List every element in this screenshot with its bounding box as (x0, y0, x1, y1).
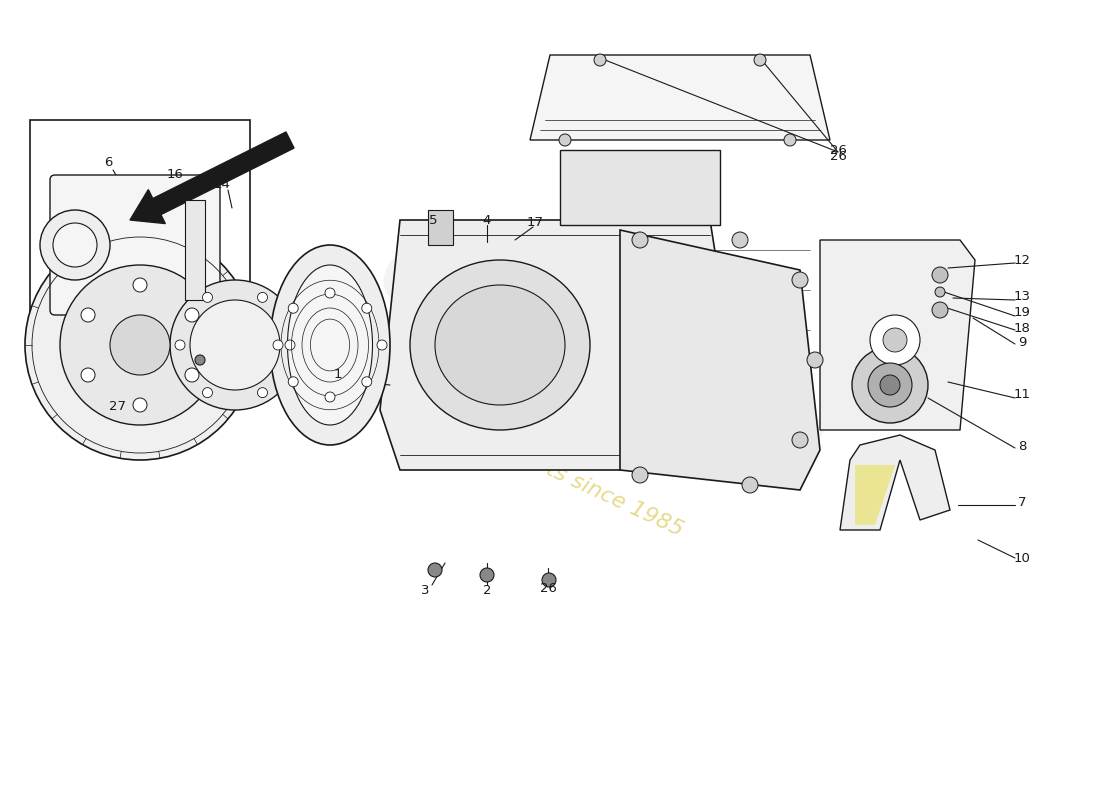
Text: 26: 26 (829, 143, 846, 157)
Circle shape (257, 388, 267, 398)
Circle shape (754, 54, 766, 66)
Circle shape (273, 340, 283, 350)
Text: 13: 13 (1013, 290, 1031, 303)
Text: 4: 4 (483, 214, 492, 226)
Circle shape (185, 308, 199, 322)
Polygon shape (855, 465, 895, 525)
Circle shape (742, 477, 758, 493)
Circle shape (883, 328, 908, 352)
Circle shape (870, 315, 920, 365)
Circle shape (81, 308, 95, 322)
Polygon shape (840, 435, 950, 530)
Polygon shape (530, 55, 830, 140)
Circle shape (53, 223, 97, 267)
Circle shape (732, 232, 748, 248)
Circle shape (195, 355, 205, 365)
Circle shape (935, 287, 945, 297)
Circle shape (285, 340, 295, 350)
Circle shape (175, 340, 185, 350)
Circle shape (110, 315, 170, 375)
Text: a passion for parts since 1985: a passion for parts since 1985 (373, 380, 686, 540)
Circle shape (81, 368, 95, 382)
Circle shape (852, 347, 928, 423)
Circle shape (784, 134, 796, 146)
Text: 11: 11 (1013, 389, 1031, 402)
Text: 19: 19 (1013, 306, 1031, 319)
Text: 14: 14 (213, 178, 230, 191)
Circle shape (632, 467, 648, 483)
Text: 3: 3 (420, 583, 429, 597)
Text: 1: 1 (333, 369, 342, 382)
Circle shape (542, 573, 556, 587)
Text: 26: 26 (829, 150, 846, 163)
Text: 18: 18 (1013, 322, 1031, 334)
Bar (560, 150, 720, 225)
Text: 16: 16 (166, 169, 184, 182)
Circle shape (377, 340, 387, 350)
Circle shape (632, 232, 648, 248)
Text: 27: 27 (110, 401, 126, 414)
Circle shape (288, 377, 298, 386)
Circle shape (480, 568, 494, 582)
Circle shape (932, 302, 948, 318)
Circle shape (60, 265, 220, 425)
Bar (185, 200, 205, 300)
Circle shape (559, 134, 571, 146)
Circle shape (594, 54, 606, 66)
Circle shape (257, 292, 267, 302)
Text: 12: 12 (1013, 254, 1031, 266)
Circle shape (428, 563, 442, 577)
Ellipse shape (287, 265, 373, 425)
Circle shape (202, 388, 212, 398)
Text: 8: 8 (1018, 439, 1026, 453)
Polygon shape (620, 230, 820, 490)
Text: 10: 10 (1013, 551, 1031, 565)
Text: 5: 5 (429, 214, 438, 226)
Bar (428, 210, 453, 245)
Circle shape (185, 368, 199, 382)
Text: 9: 9 (1018, 335, 1026, 349)
Text: 26: 26 (540, 582, 557, 594)
Ellipse shape (410, 260, 590, 430)
Circle shape (807, 352, 823, 368)
Circle shape (362, 303, 372, 314)
FancyBboxPatch shape (50, 175, 220, 315)
Circle shape (792, 272, 808, 288)
Circle shape (868, 363, 912, 407)
Circle shape (190, 300, 280, 390)
Circle shape (880, 375, 900, 395)
Circle shape (362, 377, 372, 386)
Text: 6: 6 (103, 155, 112, 169)
Ellipse shape (270, 245, 390, 445)
Text: 17: 17 (527, 215, 543, 229)
Circle shape (133, 278, 147, 292)
Circle shape (170, 280, 300, 410)
Bar (30, 120, 250, 340)
Circle shape (932, 267, 948, 283)
Ellipse shape (434, 285, 565, 405)
Text: 7: 7 (1018, 495, 1026, 509)
Polygon shape (820, 240, 975, 430)
Circle shape (40, 210, 110, 280)
FancyArrow shape (130, 132, 294, 223)
Circle shape (202, 292, 212, 302)
Circle shape (324, 392, 336, 402)
Text: 2: 2 (483, 583, 492, 597)
Circle shape (288, 303, 298, 314)
Text: euroOES: euroOES (361, 224, 839, 516)
Polygon shape (379, 220, 740, 470)
Circle shape (133, 398, 147, 412)
Circle shape (792, 432, 808, 448)
Circle shape (324, 288, 336, 298)
Circle shape (25, 230, 255, 460)
